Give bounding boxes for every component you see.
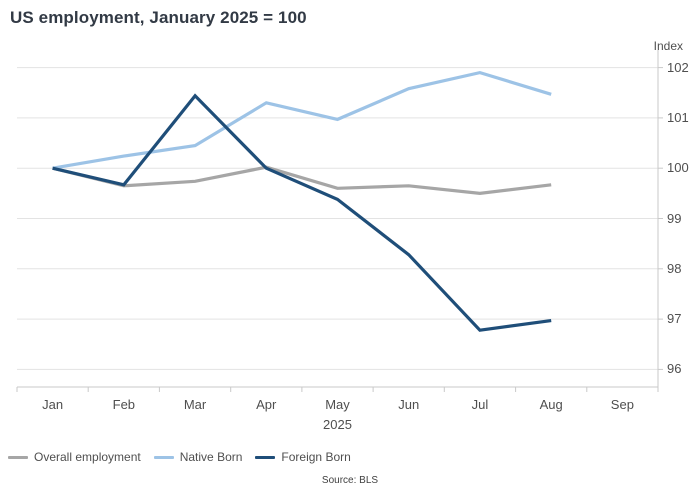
chart-title: US employment, January 2025 = 100 — [10, 8, 307, 27]
legend-label: Foreign Born — [281, 450, 351, 464]
legend-swatch-icon — [8, 455, 28, 459]
y-tick-label: 99 — [667, 210, 682, 226]
x-tick-label: Jun — [398, 397, 420, 412]
source-note: Source: BLS — [321, 475, 379, 486]
y-tick-label: 102 — [667, 59, 689, 75]
series-line-overall-employment — [52, 165, 552, 196]
series-line-native-born — [52, 70, 552, 170]
y-tick-label: 101 — [667, 109, 689, 125]
x-tick-label: Aug — [539, 397, 563, 412]
x-tick-label: May — [325, 397, 350, 412]
series-line-foreign-born — [52, 93, 552, 332]
legend-label: Overall employment — [34, 450, 141, 464]
legend-label: Native Born — [179, 450, 243, 464]
x-tick-label: Jul — [471, 397, 489, 412]
x-tick-label: Apr — [256, 397, 277, 412]
x-tick-label: Sep — [610, 397, 634, 412]
x-tick-label: Mar — [183, 397, 207, 412]
legend-item-native-born: Native Born — [153, 450, 243, 464]
y-tick-label: 98 — [667, 260, 682, 276]
legend-item-foreign-born: Foreign Born — [255, 450, 351, 464]
x-tick-label: Jan — [42, 397, 64, 412]
y-axis-unit-label: Index — [653, 39, 683, 53]
chart-legend: Overall employment Native Born Foreign Bor… — [8, 450, 351, 464]
y-tick-label: 100 — [667, 160, 689, 176]
legend-swatch-icon — [255, 455, 276, 459]
legend-item-overall-employment: Overall employment — [8, 450, 141, 464]
legend-swatch-icon — [153, 455, 174, 459]
x-axis-year-label: 2025 — [323, 417, 352, 432]
y-tick-label: 96 — [667, 361, 682, 377]
y-tick-label: 97 — [667, 311, 682, 327]
x-tick-label: Feb — [112, 397, 136, 412]
